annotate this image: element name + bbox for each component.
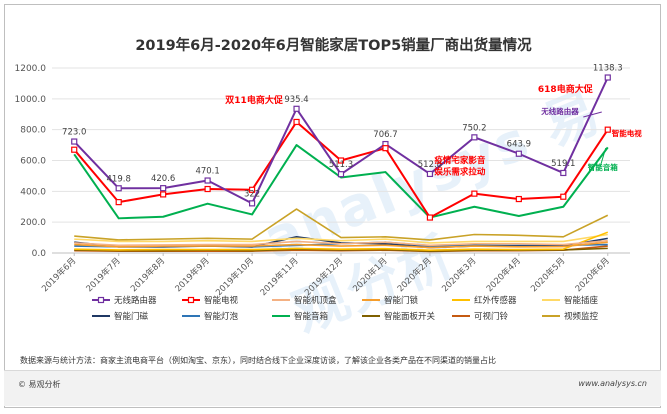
y-tick-label: 800.0 <box>20 126 46 136</box>
annotation-leader <box>599 147 607 169</box>
data-point <box>293 105 300 112</box>
annotation-leader <box>583 111 602 118</box>
legend-label: 智能灯泡 <box>204 311 239 322</box>
annotation-label: 无线路由器 <box>540 106 579 116</box>
data-point <box>560 193 567 200</box>
data-point <box>604 126 611 133</box>
source-note: 数据来源与统计方法：商家主流电商平台（例如淘宝、京东），同时结合线下企业深度访谈… <box>20 356 496 365</box>
series-line <box>74 239 608 247</box>
data-label: 470.1 <box>195 167 219 177</box>
legend-label: 智能面板开关 <box>384 311 436 322</box>
data-point <box>426 214 434 221</box>
data-point <box>426 170 434 178</box>
data-point <box>560 169 567 177</box>
legend-label: 可视门铃 <box>474 311 509 322</box>
legend-label: 红外传感器 <box>474 295 517 306</box>
data-point <box>337 157 345 164</box>
legend-label: 智能门磁 <box>114 311 149 322</box>
data-point <box>71 146 78 153</box>
series-line <box>74 241 608 249</box>
data-label: 706.7 <box>373 130 397 140</box>
x-tick-label: 2020年5月 <box>529 255 568 294</box>
y-tick-label: 200.0 <box>20 218 46 228</box>
x-tick-label: 2020年4月 <box>484 255 523 294</box>
data-point <box>204 185 211 193</box>
data-point <box>293 118 300 126</box>
x-tick-label: 2020年6月 <box>573 255 612 294</box>
footer-bar: © 易观分析 www.analysys.cn <box>4 370 661 406</box>
data-point <box>471 134 478 141</box>
data-point <box>248 186 256 193</box>
x-tick-label: 2019年10月 <box>213 255 256 298</box>
data-label: 322 <box>244 189 260 199</box>
data-label: 935.4 <box>284 95 308 105</box>
y-tick-label: 1200.0 <box>15 64 47 74</box>
legend-label: 智能电视 <box>204 295 239 306</box>
annotation-label: 智能电视 <box>612 128 642 138</box>
legend-marker <box>187 296 195 304</box>
annotation-label: 疫情宅家影音 <box>434 155 486 166</box>
data-label: 512.8 <box>418 160 442 170</box>
annotation-label: 618电商大促 <box>538 83 594 95</box>
data-point <box>604 74 611 81</box>
data-label: 723.0 <box>62 128 86 138</box>
series-line <box>73 144 609 220</box>
annotation-label: 娱乐需求拉动 <box>434 167 486 178</box>
data-point <box>337 171 345 178</box>
legend-label: 无线路由器 <box>114 295 157 306</box>
data-point <box>515 195 522 203</box>
x-tick-label: 2020年2月 <box>395 255 434 294</box>
data-point <box>160 185 167 192</box>
y-tick-label: 600.0 <box>20 157 46 167</box>
y-tick-label: 0.0 <box>32 249 47 259</box>
data-point <box>115 185 122 192</box>
x-tick-label: 2019年7月 <box>84 255 123 294</box>
x-tick-label: 2019年6月 <box>39 255 78 294</box>
x-tick-label: 2019年9月 <box>173 255 212 294</box>
y-tick-label: 1000.0 <box>15 95 47 105</box>
legend-label: 智能音箱 <box>294 311 329 322</box>
legend-label: 智能插座 <box>564 295 599 306</box>
data-point <box>71 138 78 145</box>
data-label: 643.9 <box>507 140 531 150</box>
y-tick-label: 400.0 <box>20 187 46 197</box>
chart-title: 2019年6月-2020年6月智能家居TOP5销量厂商出货量情况 <box>135 38 532 54</box>
x-tick-label: 2019年8月 <box>128 255 167 294</box>
data-point <box>515 150 522 157</box>
data-label: 1138.3 <box>593 64 623 74</box>
annotation-label: 双11电商大促 <box>225 94 284 106</box>
data-label: 750.2 <box>462 123 486 133</box>
data-point <box>115 199 122 206</box>
data-point <box>382 145 389 152</box>
series-line <box>74 208 609 241</box>
data-point <box>204 177 211 184</box>
x-tick-label: 2019年11月 <box>258 255 301 298</box>
series-line <box>74 231 609 252</box>
x-tick-label: 2019年12月 <box>302 255 345 298</box>
legend-label: 视频监控 <box>564 311 599 322</box>
data-label: 420.6 <box>151 174 175 184</box>
data-point <box>160 191 167 198</box>
chart-frame <box>4 4 661 408</box>
data-label: 519.1 <box>551 159 575 169</box>
data-label: 419.8 <box>107 174 131 184</box>
x-tick-label: 2020年3月 <box>440 255 479 294</box>
annotation-label: 智能音箱 <box>588 162 618 172</box>
legend-marker <box>97 296 105 304</box>
legend-label: 智能门锁 <box>384 295 419 306</box>
data-label: 511.3 <box>329 160 353 170</box>
website-text: www.analysys.cn <box>578 379 647 388</box>
series-line <box>74 233 608 244</box>
copyright-text: © 易观分析 <box>18 380 61 389</box>
legend-label: 智能机顶盒 <box>294 295 337 306</box>
data-point <box>248 200 256 207</box>
x-tick-label: 2020年1月 <box>351 255 390 294</box>
data-point <box>471 190 478 197</box>
